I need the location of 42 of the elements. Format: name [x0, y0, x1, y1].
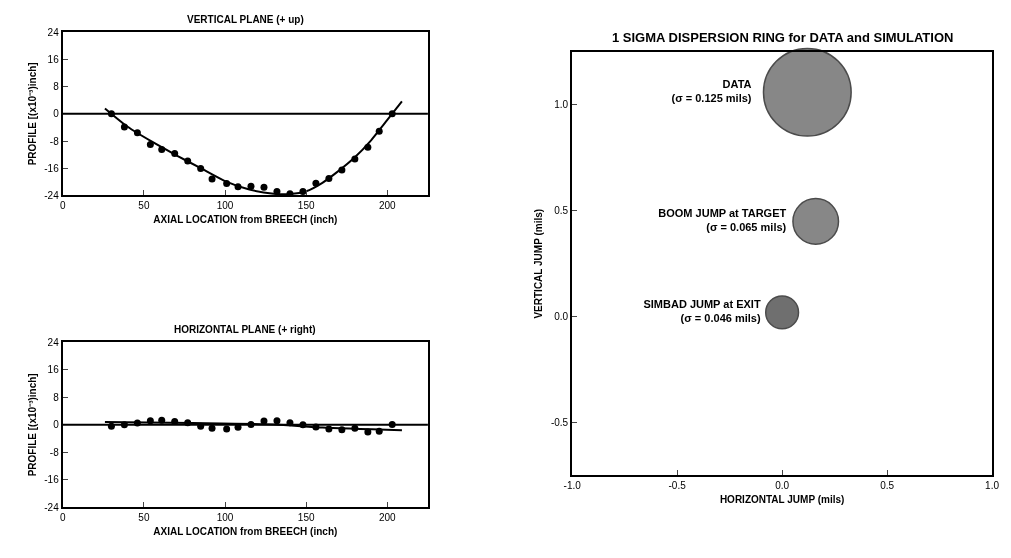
- y-tick-label: 0.0: [554, 311, 569, 323]
- y-axis-title: VERTICAL JUMP (mils): [533, 208, 545, 319]
- y-tick-label: 24: [47, 337, 60, 348]
- x-tick-label: 200: [378, 200, 397, 212]
- y-tick-label: 16: [47, 54, 60, 66]
- x-tick-label: 100: [216, 512, 234, 524]
- x-tick-label: 150: [297, 512, 315, 524]
- y-tick-label: 24: [47, 26, 60, 38]
- series-label: BOOM JUMP at TARGET (σ = 0.065 mils): [658, 206, 787, 234]
- x-tick-label: 200: [378, 512, 397, 524]
- x-tick-label: 100: [216, 200, 234, 212]
- y-tick-label: -8: [49, 446, 60, 458]
- chart-title: HORIZONTAL PLANE (+ right): [174, 324, 316, 335]
- x-tick-label: 150: [297, 200, 315, 212]
- chart-title: 1 SIGMA DISPERSION RING for DATA and SIMULATION: [612, 30, 954, 45]
- y-tick-label: -24: [44, 189, 60, 201]
- y-tick-label: 1.0: [554, 99, 569, 111]
- y-tick-label: -0.5: [550, 417, 569, 428]
- y-axis-title: PROFILE [(x10⁻³)inch]: [26, 373, 38, 477]
- y-tick-label: -16: [44, 162, 60, 174]
- series-label: SIMBAD JUMP at EXIT (σ = 0.046 mils): [643, 298, 761, 325]
- y-tick-label: 8: [53, 81, 60, 93]
- x-tick-label: 0.0: [775, 480, 790, 492]
- x-axis-title: AXIAL LOCATION from BREECH (inch): [153, 526, 338, 538]
- x-tick-label: 1.0: [985, 480, 1000, 492]
- y-tick-label: -8: [49, 135, 60, 147]
- y-tick-label: 0: [53, 419, 60, 431]
- y-tick-label: 0: [53, 108, 60, 120]
- y-axis-title: PROFILE [(x10⁻³)inch]: [26, 62, 38, 166]
- chart-title: VERTICAL PLANE (+ up): [187, 14, 304, 25]
- x-tick-label: 0.5: [880, 480, 895, 492]
- x-tick-label: -0.5: [668, 480, 687, 492]
- y-tick-label: 8: [53, 391, 60, 403]
- y-tick-label: 16: [47, 364, 60, 376]
- series-label: DATA (σ = 0.125 mils): [671, 77, 752, 105]
- x-axis-title: HORIZONTAL JUMP (mils): [719, 494, 845, 506]
- x-axis-title: AXIAL LOCATION from BREECH (inch): [153, 214, 338, 226]
- x-tick-label: 50: [138, 512, 150, 524]
- y-tick-label: -24: [44, 501, 60, 513]
- x-tick-label: 50: [138, 200, 150, 212]
- y-tick-label: -16: [44, 474, 60, 486]
- x-tick-label: -1.0: [563, 480, 582, 492]
